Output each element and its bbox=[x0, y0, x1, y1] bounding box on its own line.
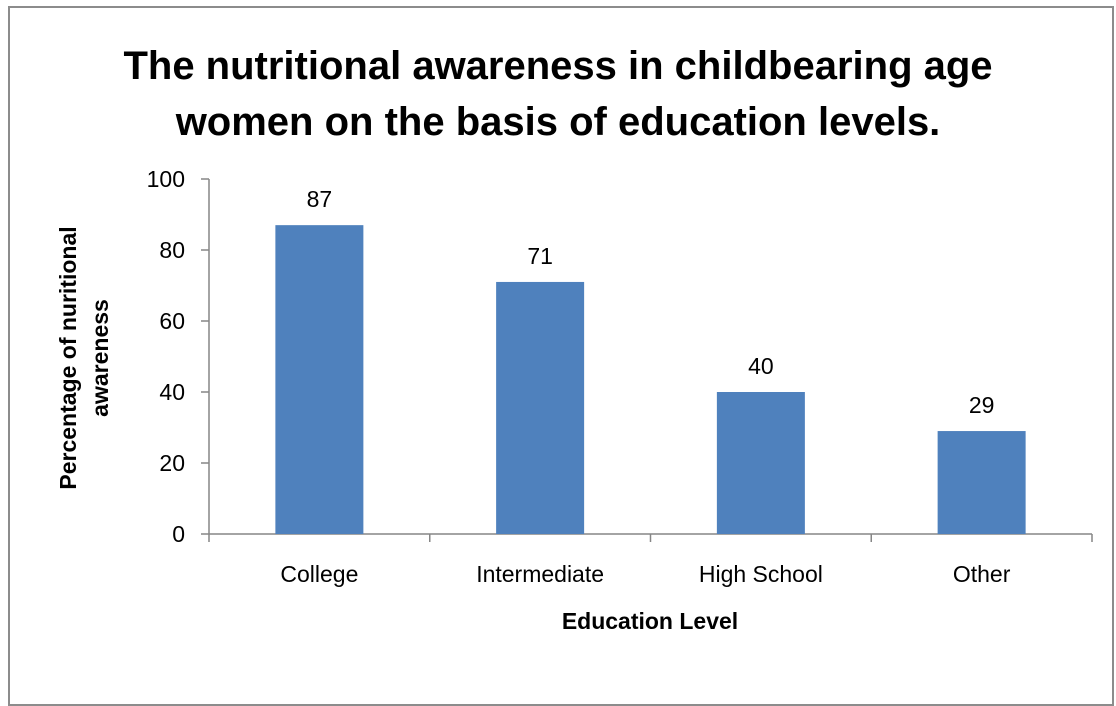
bar-high-school bbox=[716, 392, 805, 534]
chart-title-line-1: The nutritional awareness in childbearin… bbox=[123, 44, 993, 88]
x-tick-label: Intermediate bbox=[476, 561, 604, 587]
bar-chart: 0 20 40 60 80 100 College Intermediate High Sch… bbox=[55, 166, 1093, 634]
x-tick-label: Other bbox=[953, 561, 1011, 587]
bar-intermediate bbox=[496, 281, 585, 534]
y-tick-label: 100 bbox=[147, 166, 185, 192]
y-tick-label: 0 bbox=[172, 521, 185, 547]
y-axis-title-line-2: awareness bbox=[87, 299, 113, 417]
y-tick-label: 60 bbox=[159, 308, 185, 334]
x-axis-title: Education Level bbox=[562, 608, 738, 634]
data-label: 87 bbox=[307, 186, 333, 212]
bar-other bbox=[937, 431, 1026, 534]
data-label: 71 bbox=[527, 243, 553, 269]
chart-title-line-2: women on the basis of education levels. bbox=[175, 100, 941, 144]
data-labels: 87 71 40 29 bbox=[307, 186, 995, 418]
bar-college bbox=[275, 225, 364, 534]
chart-title: The nutritional awareness in childbearin… bbox=[0, 38, 1116, 150]
x-tick-label: High School bbox=[699, 561, 823, 587]
y-tick-label: 20 bbox=[159, 450, 185, 476]
data-label: 40 bbox=[748, 353, 774, 379]
x-tick-label: College bbox=[280, 561, 358, 587]
chart-bars bbox=[275, 225, 1026, 534]
x-tick-labels: College Intermediate High School Other bbox=[280, 561, 1010, 587]
y-tick-labels: 0 20 40 60 80 100 bbox=[147, 166, 185, 547]
data-label: 29 bbox=[969, 392, 995, 418]
y-tick-label: 80 bbox=[159, 237, 185, 263]
y-tick-label: 40 bbox=[159, 379, 185, 405]
y-axis-title-line-1: Percentage of nuritional bbox=[55, 226, 81, 489]
